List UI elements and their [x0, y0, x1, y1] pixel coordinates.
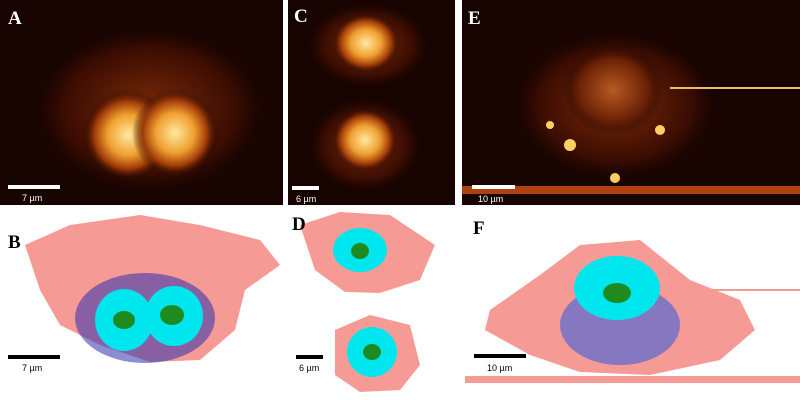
scale-label: 6 µm	[296, 194, 316, 204]
panel-label: C	[294, 6, 308, 27]
panel-d-map	[300, 212, 435, 392]
panel-label: A	[8, 8, 22, 29]
panel-c-image	[288, 0, 455, 205]
scale-bar	[8, 355, 60, 359]
panel-a-image	[0, 0, 283, 205]
scale-bar	[8, 185, 60, 189]
panel-label: E	[468, 8, 481, 29]
panel-label: D	[292, 214, 306, 235]
scale-bar	[474, 354, 526, 358]
scale-bar	[292, 186, 319, 190]
panel-b-map	[25, 215, 280, 363]
panel-label: B	[8, 232, 21, 253]
scale-label: 10 µm	[478, 194, 503, 204]
scale-label: 6 µm	[299, 363, 319, 373]
panel-e-image	[462, 0, 800, 205]
scale-label: 7 µm	[22, 363, 42, 373]
scale-label: 10 µm	[487, 363, 512, 373]
panel-label: F	[473, 218, 485, 239]
scale-label: 7 µm	[22, 193, 42, 203]
scale-bar	[296, 355, 323, 359]
scale-bar	[472, 185, 515, 189]
panel-f-map	[465, 240, 800, 383]
